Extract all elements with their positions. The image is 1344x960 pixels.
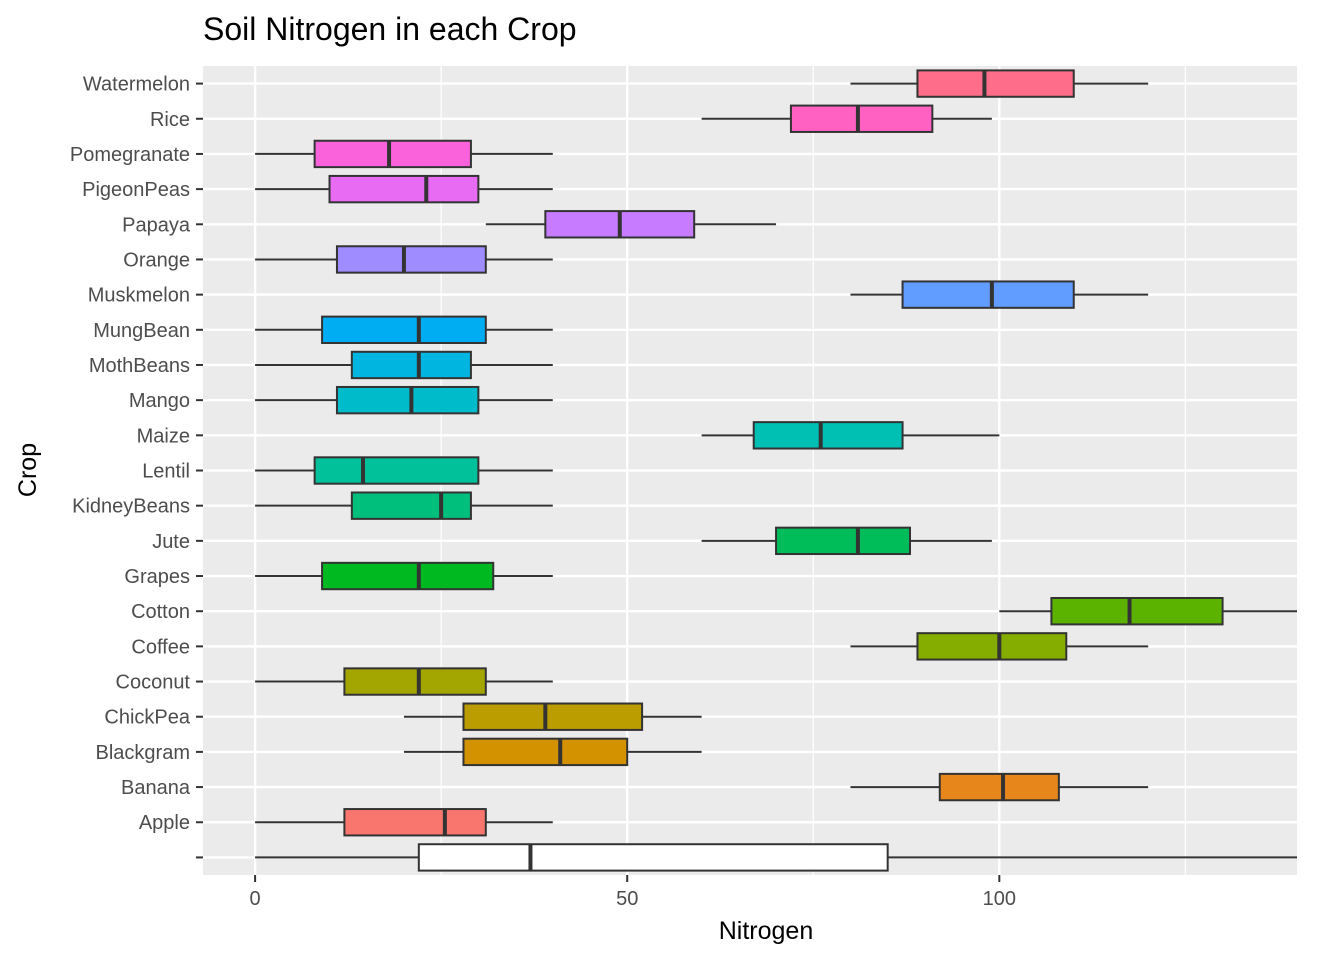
x-tick-label: 100 <box>983 888 1016 910</box>
box-mungbean <box>255 315 553 344</box>
box-iqr <box>335 245 487 274</box>
box-iqr <box>313 139 472 169</box>
box-orange <box>255 245 553 274</box>
y-tick-label: Muskmelon <box>88 285 190 307</box>
y-tick-label: Pomegranate <box>70 144 190 166</box>
y-tick-label: ChickPea <box>104 707 190 729</box>
box-iqr <box>752 421 904 450</box>
chart-title: Soil Nitrogen in each Crop <box>203 11 577 47</box>
y-tick-label: Orange <box>123 249 190 271</box>
y-tick-label: Watermelon <box>83 74 190 96</box>
box-iqr <box>313 456 480 485</box>
y-tick-label: PigeonPeas <box>82 179 190 201</box>
box-mango <box>255 385 553 415</box>
box-iqr <box>335 385 480 415</box>
x-axis-label: Nitrogen <box>719 917 814 945</box>
box-iqr <box>462 702 644 731</box>
box-iqr <box>328 174 480 204</box>
box-watermelon <box>850 69 1149 98</box>
y-tick-label: Papaya <box>122 214 191 236</box>
y-tick-label: Cotton <box>131 601 190 623</box>
box-muskmelon <box>850 280 1149 309</box>
x-tick-label: 0 <box>250 888 261 910</box>
box-iqr <box>343 667 487 696</box>
y-tick-label: MothBeans <box>89 355 190 377</box>
box-rice <box>701 104 992 133</box>
box-iqr <box>775 526 912 556</box>
box-iqr <box>901 280 1075 309</box>
box-iqr <box>916 69 1075 98</box>
box-mothbeans <box>255 350 553 380</box>
boxes-layer <box>255 69 1297 872</box>
y-tick-label: Coconut <box>116 672 191 694</box>
box-iqr <box>350 491 472 520</box>
box-iqr <box>321 561 495 591</box>
box-iqr <box>350 350 472 380</box>
box-coffee <box>850 632 1149 661</box>
grid-lines <box>203 66 1297 875</box>
box-iqr <box>916 632 1068 661</box>
box-chickpea <box>403 702 702 731</box>
box-coconut <box>255 667 553 696</box>
box-iqr <box>462 737 629 767</box>
box-iqr <box>417 843 889 872</box>
box-maize <box>701 421 1000 450</box>
box-pigeonpeas <box>255 174 553 204</box>
box-lentil <box>255 456 553 485</box>
y-axis-label: Crop <box>14 443 42 497</box>
box-jute <box>701 526 992 556</box>
box-pomegranate <box>255 139 553 169</box>
y-tick-label: Grapes <box>124 566 190 588</box>
box-cotton <box>999 597 1297 626</box>
x-axis-ticks: 0 50 100 <box>250 875 1016 910</box>
y-tick-label: Jute <box>152 531 190 553</box>
y-tick-label: KidneyBeans <box>72 496 190 518</box>
y-tick-label: Mango <box>129 390 190 412</box>
box-blank <box>255 843 1297 872</box>
y-tick-label: Lentil <box>142 461 190 483</box>
y-tick-label: Banana <box>121 777 191 799</box>
y-tick-label: Apple <box>139 812 190 834</box>
box-blackgram <box>403 737 702 767</box>
box-apple <box>255 808 553 837</box>
y-tick-label: Maize <box>137 425 190 447</box>
box-iqr <box>1050 597 1224 626</box>
box-iqr <box>343 808 487 837</box>
box-iqr <box>321 315 487 344</box>
box-papaya <box>485 210 777 239</box>
y-axis-ticks: Apple Banana Blackgram ChickPea Coconut Coffe… <box>70 74 203 859</box>
box-iqr <box>938 772 1060 802</box>
x-tick-label: 50 <box>616 888 638 910</box>
box-iqr <box>789 104 934 133</box>
y-tick-label: Blackgram <box>96 742 190 764</box>
y-tick-label: Rice <box>150 109 190 131</box>
y-tick-label: Coffee <box>131 636 190 658</box>
box-banana <box>850 772 1149 802</box>
y-tick-label: MungBean <box>93 320 190 342</box>
box-kidneybeans <box>255 491 553 520</box>
box-grapes <box>255 561 553 591</box>
